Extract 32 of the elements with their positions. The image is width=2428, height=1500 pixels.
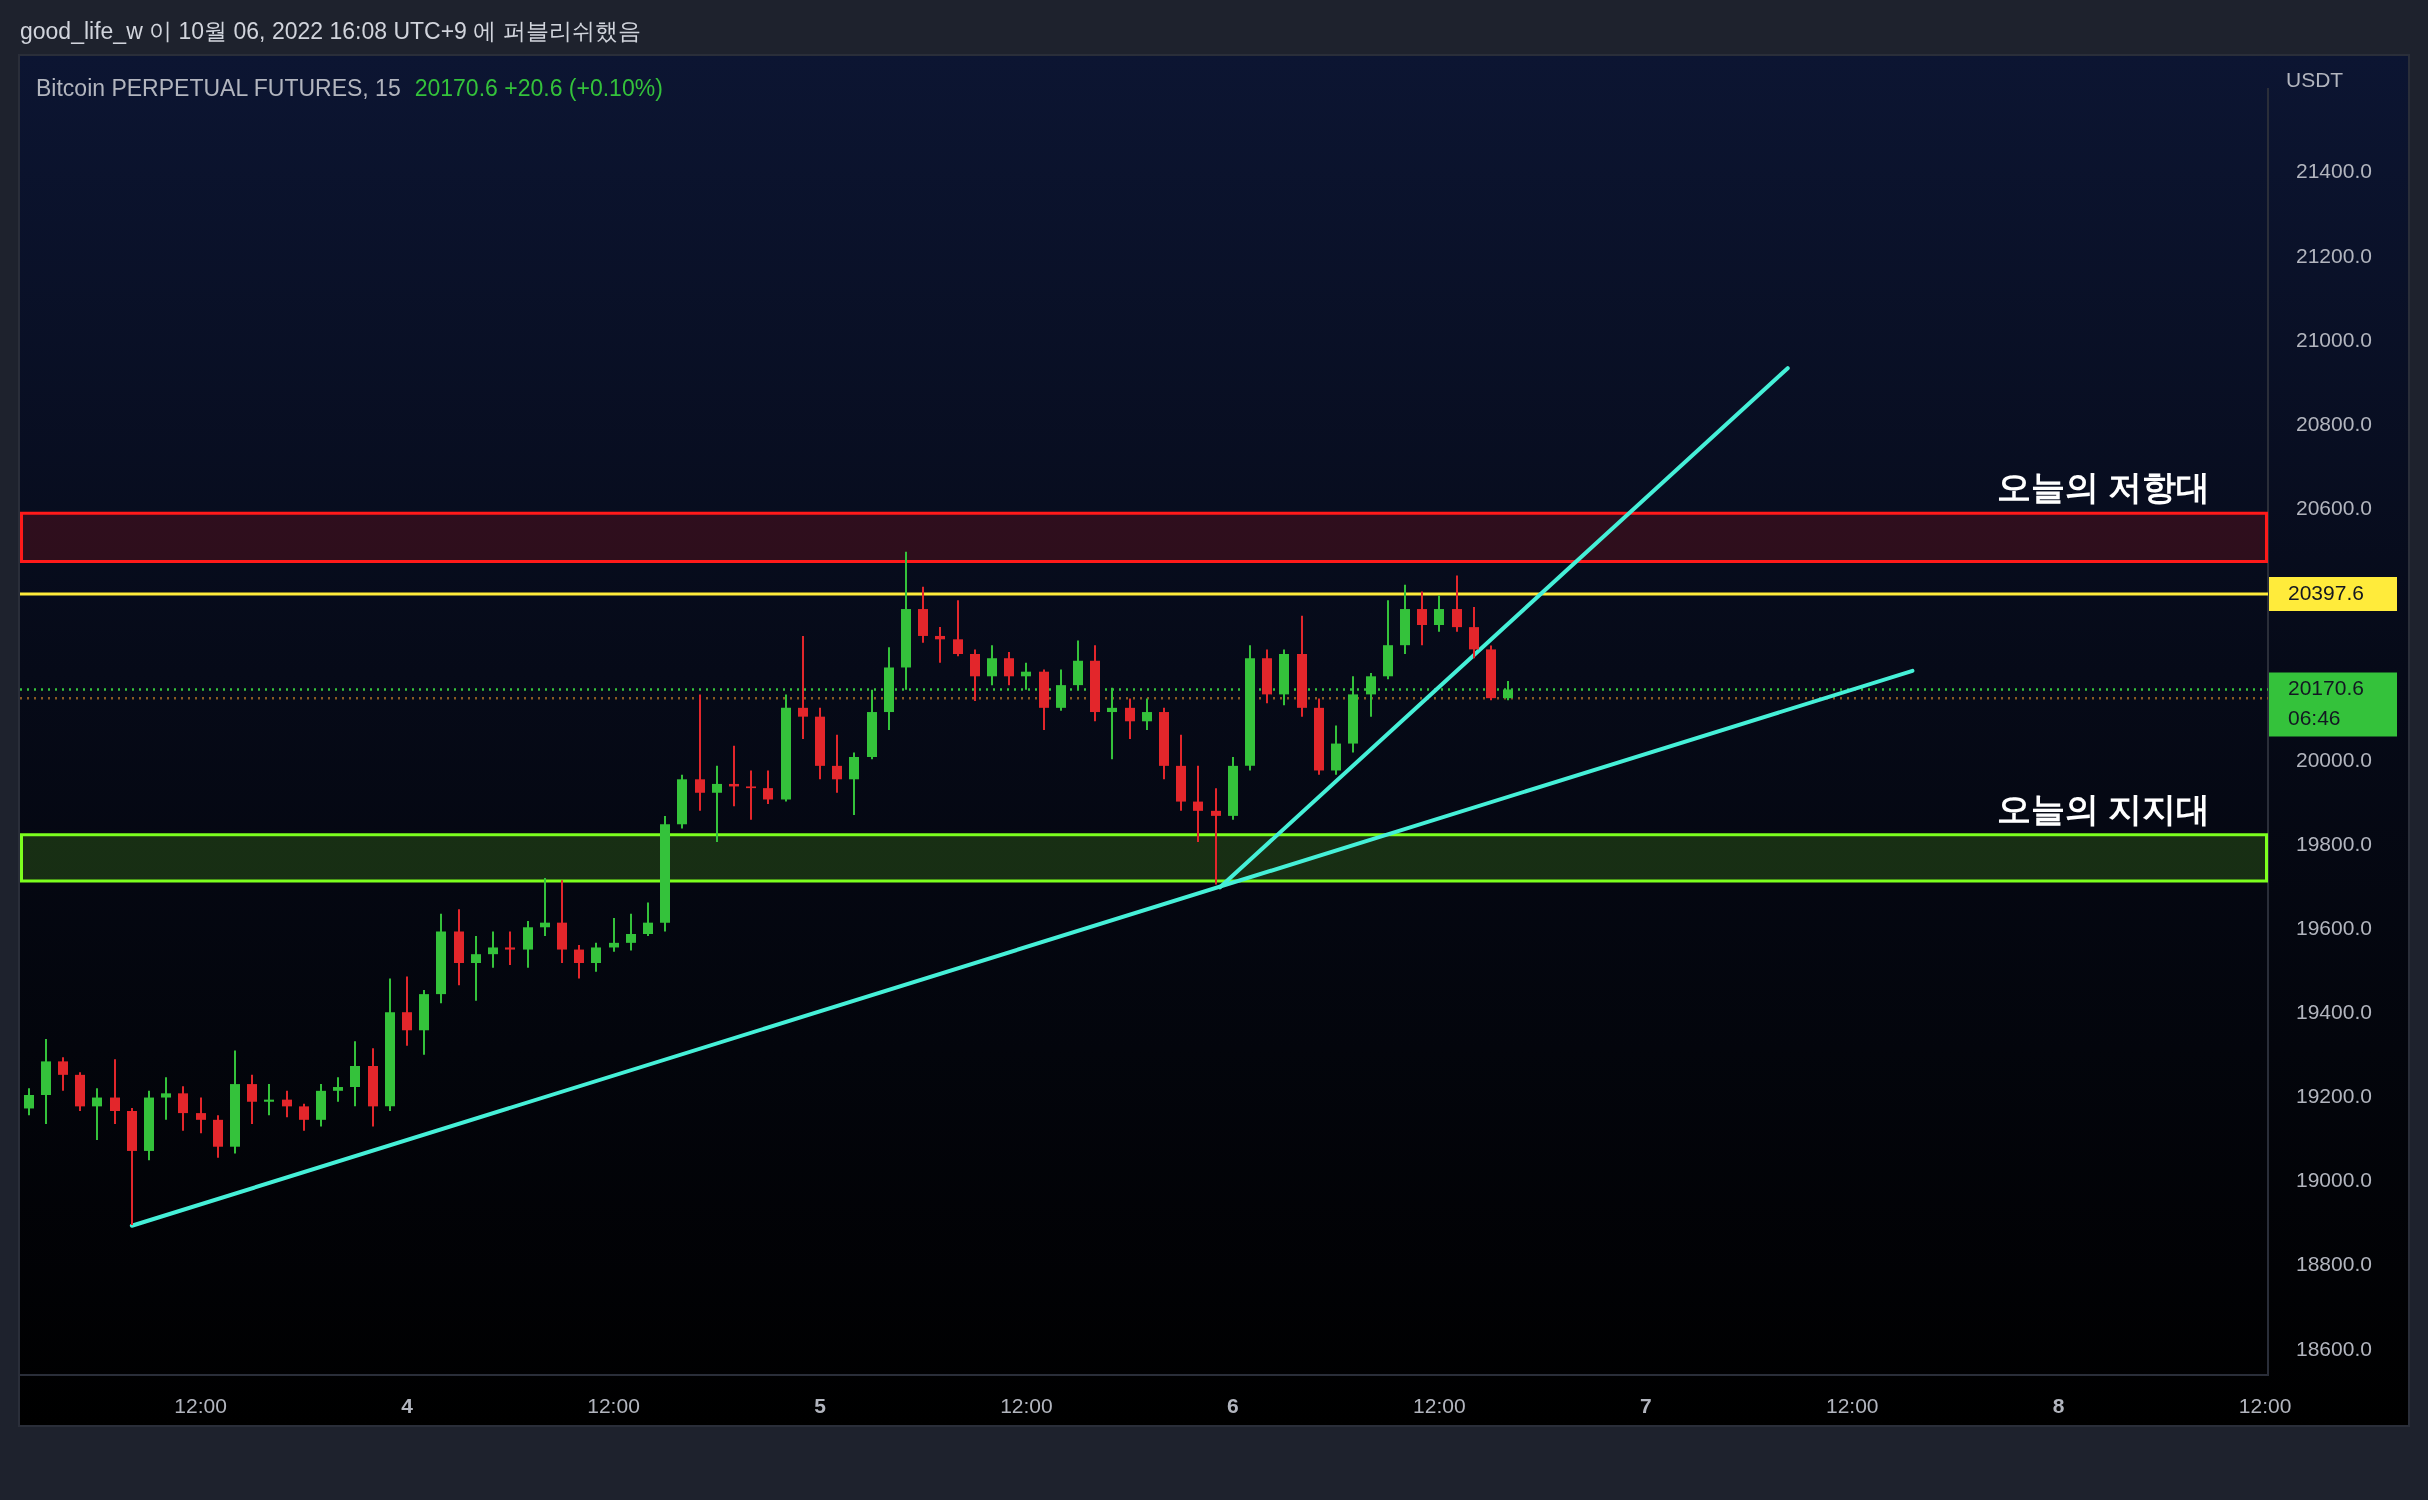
x-tick-label: 4 [401, 1394, 414, 1418]
y-tick-label: 19400.0 [2296, 1000, 2372, 1024]
x-tick-label: 8 [2052, 1394, 2065, 1418]
y-tick-label: 20600.0 [2296, 495, 2372, 519]
x-tick-label: 12:00 [2238, 1394, 2292, 1418]
y-tick-label: 18600.0 [2296, 1336, 2372, 1360]
y-tick-label: 21000.0 [2296, 327, 2372, 351]
x-tick-label: 5 [814, 1394, 827, 1418]
chart-subtitle: 20170.6 +20.6 (+0.10%) [414, 75, 663, 101]
y-tick-label: 21200.0 [2296, 243, 2372, 267]
text: good_life_w 이 10월 06, 2022 16:08 UTC+9 에 퍼블리쉬했음 [20, 17, 641, 46]
band-label: 오늘의 지지대 [1996, 789, 2210, 828]
chart-title: Bitcoin PERPETUAL FUTURES, 15 [36, 75, 401, 101]
y-tick-label: 19000.0 [2296, 1168, 2372, 1192]
y-tick-label: 19200.0 [2296, 1084, 2372, 1108]
y-tick-label: 20000.0 [2296, 748, 2372, 772]
x-tick-label: 6 [1227, 1394, 1239, 1418]
y-tick-label: 19600.0 [2296, 916, 2372, 940]
x-tick-label: 7 [1639, 1394, 1652, 1418]
y-tick-label: 21400.0 [2296, 159, 2372, 183]
x-tick-label: 12:00 [587, 1394, 640, 1418]
ref-line-label: 20397.6 [2288, 580, 2364, 604]
x-tick-label: 12:00 [1000, 1394, 1053, 1418]
y-tick-label: 18800.0 [2296, 1252, 2372, 1276]
y-tick-label: 20800.0 [2296, 411, 2372, 435]
x-tick-label: 12:00 [174, 1394, 227, 1418]
y-axis-title: USDT [2286, 68, 2344, 92]
x-tick-label: 12:00 [1825, 1394, 1879, 1418]
band-label: 오늘의 저항대 [1996, 468, 2210, 507]
ref-line-label: 20170.6 06:46 [2288, 676, 2364, 730]
y-tick-label: 19800.0 [2296, 832, 2372, 856]
x-tick-label: 12:00 [1413, 1394, 1466, 1418]
